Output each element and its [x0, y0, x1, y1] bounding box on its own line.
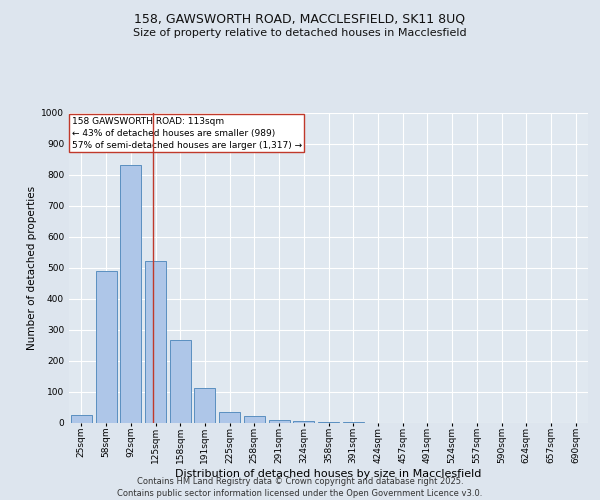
Bar — [293, 421, 314, 422]
Y-axis label: Number of detached properties: Number of detached properties — [27, 186, 37, 350]
Bar — [170, 340, 191, 422]
X-axis label: Distribution of detached houses by size in Macclesfield: Distribution of detached houses by size … — [175, 468, 482, 478]
Text: Contains HM Land Registry data © Crown copyright and database right 2025.
Contai: Contains HM Land Registry data © Crown c… — [118, 476, 482, 498]
Bar — [71, 415, 92, 422]
Bar — [120, 165, 141, 422]
Bar — [244, 416, 265, 422]
Bar — [219, 412, 240, 422]
Text: 158, GAWSWORTH ROAD, MACCLESFIELD, SK11 8UQ: 158, GAWSWORTH ROAD, MACCLESFIELD, SK11 … — [134, 12, 466, 26]
Bar — [269, 420, 290, 422]
Bar — [145, 262, 166, 422]
Bar — [194, 388, 215, 422]
Bar — [95, 270, 116, 422]
Text: 158 GAWSWORTH ROAD: 113sqm
← 43% of detached houses are smaller (989)
57% of sem: 158 GAWSWORTH ROAD: 113sqm ← 43% of deta… — [71, 117, 302, 150]
Text: Size of property relative to detached houses in Macclesfield: Size of property relative to detached ho… — [133, 28, 467, 38]
